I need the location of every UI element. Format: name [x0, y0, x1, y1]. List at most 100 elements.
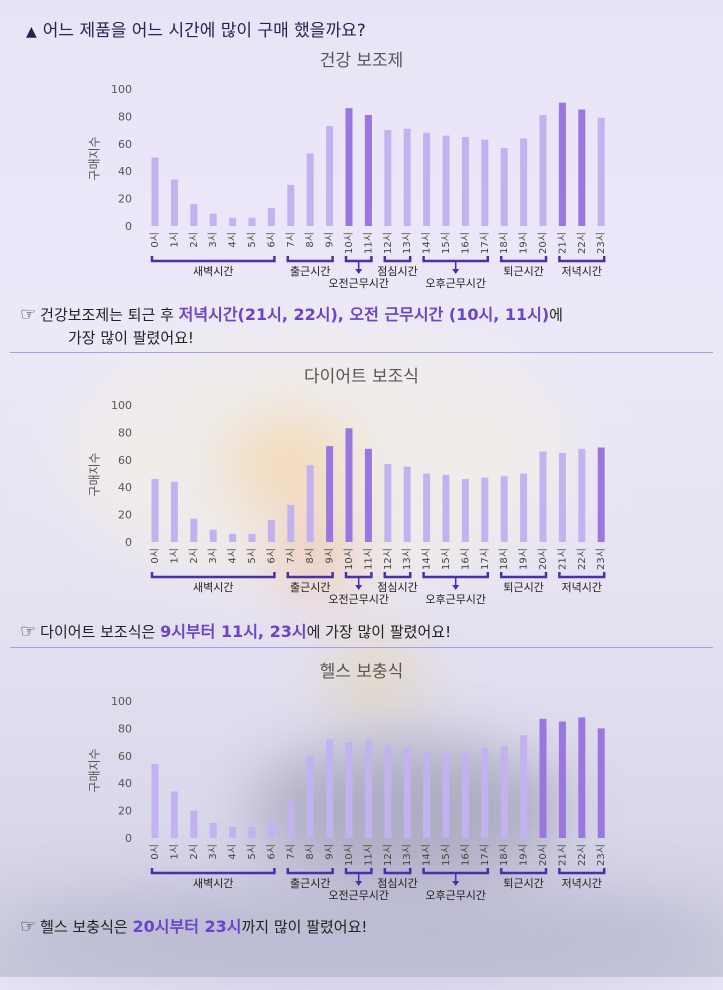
bar-2시 [190, 518, 198, 542]
bar-18시 [500, 147, 508, 226]
bar-23시 [597, 728, 605, 838]
y-tick-label: 40 [118, 481, 132, 494]
group-bracket [422, 256, 490, 263]
bar-17시 [481, 747, 489, 838]
group-label: 퇴근시간 [503, 581, 543, 594]
group-bracket [422, 572, 490, 579]
note-text: 다이어트 보조식은 [40, 623, 161, 641]
x-tick-label: 16시 [459, 232, 471, 254]
y-tick-label: 60 [118, 454, 132, 467]
note-text: 까지 많이 팔렸어요! [241, 918, 368, 936]
group-bracket [383, 256, 412, 263]
bar-17시 [481, 477, 489, 542]
x-tick-label: 20시 [537, 548, 549, 570]
group-label: 새벽시간 [193, 877, 233, 890]
bar-22시 [578, 109, 586, 226]
bar-13시 [403, 128, 411, 226]
group-label: 오후근무시간 [425, 277, 486, 290]
x-tick-label: 10시 [343, 548, 355, 570]
arrow-down-icon [452, 585, 460, 590]
x-tick-label: 22시 [576, 548, 588, 570]
x-tick-label: 14시 [421, 232, 433, 254]
note-highlight: 20시부터 23시 [132, 917, 242, 936]
note-line2: 가장 많이 팔렸어요! [68, 329, 194, 347]
x-tick-label: 13시 [401, 844, 413, 866]
bar-18시 [500, 476, 508, 542]
x-tick-label: 18시 [498, 844, 510, 866]
bar-10시 [345, 742, 353, 838]
bar-3시 [209, 822, 217, 838]
x-tick-label: 16시 [459, 844, 471, 866]
chart-title-health-supplement: 건강 보조제 [319, 51, 404, 71]
x-tick-label: 7시 [285, 844, 297, 860]
x-tick-label: 20시 [537, 844, 549, 866]
bar-20시 [539, 115, 547, 226]
bar-1시 [170, 481, 178, 542]
y-tick-label: 20 [118, 805, 132, 818]
bar-6시 [267, 208, 275, 226]
x-tick-label: 13시 [401, 232, 413, 254]
x-tick-label: 8시 [304, 844, 316, 860]
bar-9시 [326, 739, 334, 838]
bar-2시 [190, 204, 198, 226]
arrow-down-icon [452, 269, 460, 274]
bar-22시 [578, 717, 586, 838]
pointing-hand-icon: ☞ [20, 621, 37, 642]
bar-8시 [306, 465, 314, 542]
x-tick-label: 8시 [304, 548, 316, 564]
x-tick-label: 11시 [362, 548, 374, 570]
bar-23시 [597, 117, 605, 226]
group-bracket [558, 572, 606, 579]
x-tick-label: 9시 [324, 548, 336, 564]
bar-14시 [423, 473, 431, 542]
x-tick-label: 5시 [246, 232, 258, 248]
bar-12시 [384, 463, 392, 542]
bar-19시 [520, 473, 528, 542]
group-label: 오전근무시간 [328, 889, 389, 902]
arrow-down-icon [452, 881, 460, 886]
bar-8시 [306, 153, 314, 226]
x-tick-label: 21시 [556, 232, 568, 254]
bar-0시 [151, 764, 159, 838]
x-tick-label: 8시 [304, 232, 316, 248]
note-text: 에 [549, 306, 563, 324]
chart-note-health-supplement: ☞ 건강보조제는 퇴근 후 저녁시간(21시, 22시), 오전 근무시간 (10… [20, 303, 563, 350]
chart-note-health-meal: ☞ 헬스 보충식은 20시부터 23시까지 많이 팔렸어요! [20, 915, 367, 939]
y-tick-label: 40 [118, 777, 132, 790]
x-tick-label: 2시 [188, 232, 200, 248]
bar-13시 [403, 747, 411, 838]
y-tick-label: 80 [118, 722, 132, 735]
group-bracket [383, 572, 412, 579]
page-header: ▲ 어느 제품을 어느 시간에 많이 구매 했을까요? [26, 16, 366, 41]
group-bracket [499, 572, 548, 579]
page-title: 어느 제품을 어느 시간에 많이 구매 했을까요? [42, 21, 366, 41]
bar-9시 [326, 446, 334, 542]
group-bracket [383, 868, 412, 875]
x-tick-label: 2시 [188, 548, 200, 564]
x-tick-label: 21시 [556, 548, 568, 570]
bar-16시 [461, 478, 469, 542]
bar-21시 [558, 721, 566, 838]
group-bracket [422, 868, 490, 875]
y-tick-label: 80 [118, 426, 132, 439]
group-label: 오전근무시간 [328, 277, 389, 290]
x-tick-label: 0시 [149, 844, 161, 860]
bar-15시 [442, 135, 450, 226]
x-tick-label: 5시 [246, 548, 258, 564]
x-tick-label: 12시 [382, 232, 394, 254]
group-bracket [150, 256, 276, 263]
bar-4시 [229, 827, 237, 838]
y-tick-label: 100 [111, 399, 132, 412]
group-bracket [344, 256, 373, 263]
group-bracket [286, 256, 334, 263]
bar-17시 [481, 139, 489, 226]
group-bracket [286, 572, 334, 579]
x-tick-label: 1시 [168, 548, 180, 564]
bar-5시 [248, 217, 256, 226]
x-tick-label: 9시 [324, 232, 336, 248]
pointing-hand-icon: ☞ [20, 304, 37, 325]
group-label: 오후근무시간 [425, 593, 486, 606]
x-tick-label: 12시 [382, 844, 394, 866]
x-tick-label: 6시 [265, 844, 277, 860]
group-bracket [558, 256, 606, 263]
